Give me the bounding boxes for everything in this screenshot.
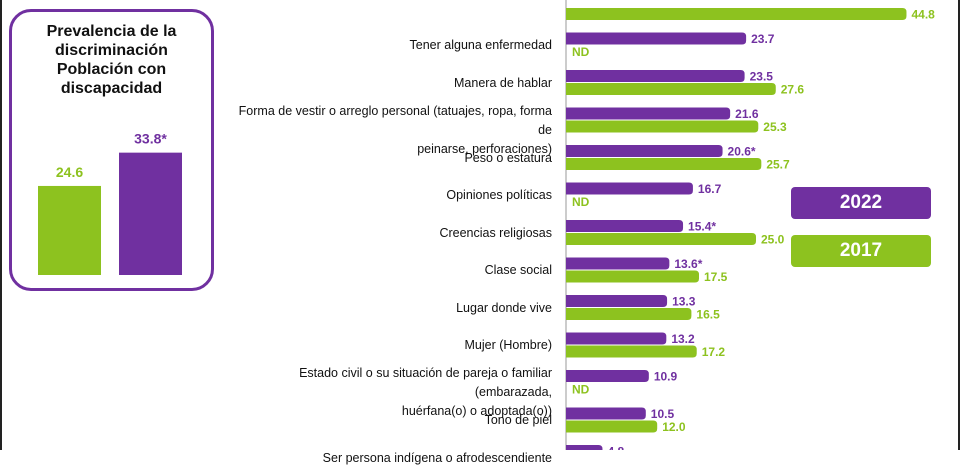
bar-2022-4 [566,145,723,157]
category-label-line: Tener alguna enfermedad [409,38,552,52]
category-label-line: Opiniones políticas [446,188,552,202]
value-label-2022-3: 21.6 [735,107,759,121]
bar-2022-9 [566,332,667,345]
category-label: Forma de vestir o arreglo personal (tatu… [222,102,552,159]
inset-value-label-2022: 33.8* [134,131,167,147]
category-label-line: Peso o estatura [464,150,552,165]
category-label-line: huérfana(o) o adoptada(o)) [401,404,552,418]
category-label: Lugar donde vive [222,299,552,318]
bar-2017-7 [566,270,699,283]
category-label: Tono de piel [222,411,552,430]
value-label-2017-2: 27.6 [781,83,805,97]
discrimination-bar-chart: 44.8 23.7 ND 23.5 27.6 21.6 25.3 20.6* 25.7 16.7 N… [565,0,935,451]
value-label-2022-1: 23.7 [751,32,775,46]
value-label-2017-9: 17.2 [702,345,726,359]
inset-title-line-4: discapacidad [60,80,163,97]
value-label-2017-11: 12.0 [662,420,686,434]
inset-bar-2022 [119,152,182,275]
category-label-line: Manera de hablar [454,75,552,90]
inset-title-line-2: discriminación [55,42,168,59]
bar-2017-8 [566,308,692,320]
bar-2017-4 [566,158,762,170]
nd-label-2017-5: ND [572,195,590,209]
legend-2022-label: 2022 [839,192,883,213]
value-label-2022-10: 10.9 [654,370,678,384]
value-label-2022-12: 4.8 [607,445,624,451]
category-label-line: Forma de vestir o arreglo personal (tatu… [238,103,552,137]
inset-title: Prevalencia de la discriminación Poblaci… [12,22,211,98]
category-label-line: peinarse, perforaciones) [417,141,552,156]
legend-2017: 2017 [791,235,931,267]
inset-bar-chart: 24.6 33.8* [38,131,182,275]
bar-2022-7 [566,257,670,270]
category-label-line: Lugar donde vive [456,300,552,315]
value-label-2022-5: 16.7 [698,182,722,196]
inset-bar-2017 [38,185,101,275]
bar-2022-11 [566,407,646,420]
bar-2017-2 [566,83,776,95]
value-label-2022-6: 15.4* [688,220,716,234]
bar-2017-3 [566,120,759,133]
legend-2017-label: 2017 [839,240,883,261]
category-label-line: Clase social [484,263,552,277]
category-label-line: Creencias religiosas [439,225,552,240]
value-label-2017-7: 17.5 [704,270,728,284]
value-label-2022-9: 13.2 [671,332,695,346]
bar-2022-6 [566,220,684,232]
right-frame-line [958,0,960,450]
value-label-2017-4: 25.7 [766,158,790,172]
category-label-line: Mujer (Hombre) [464,338,552,352]
inset-value-label-2017: 24.6 [56,164,83,180]
left-frame-line [0,0,2,450]
bar-2022-3 [566,107,731,120]
category-label-line: Ser persona indígena o afrodescendiente [322,450,552,465]
inset-title-line-1: Prevalencia de la [46,23,177,40]
nd-label-2017-1: ND [572,45,590,59]
nd-label-2017-10: ND [572,383,590,397]
bar-2022-8 [566,295,668,307]
prevalence-inset-panel: Prevalencia de la discriminación Poblaci… [9,9,214,291]
category-label-line: Estado civil o su situación de pareja o … [299,366,552,399]
value-label-2017-8: 16.5 [696,308,720,322]
bar-2017-6 [566,233,756,245]
category-label: Ser persona indígena o afrodescendiente [222,449,552,468]
category-label: Tener alguna enfermedad [222,36,552,55]
value-label-2022-2: 23.5 [750,70,774,84]
category-label: Mujer (Hombre) [222,336,552,355]
bar-2017-11 [566,420,658,433]
category-label: Manera de hablar [222,74,552,93]
bar-2022-12 [566,445,603,450]
bar-2022-5 [566,182,693,195]
value-label-2017-6: 25.0 [761,233,785,247]
category-label: Clase social [222,261,552,280]
value-label-2022-11: 10.5 [651,407,675,421]
category-label: Opiniones políticas [222,186,552,205]
value-label-2017-0: 44.8 [911,8,935,22]
value-label-2017-3: 25.3 [763,120,787,134]
bar-2022-10 [566,370,649,382]
legend-2022: 2022 [791,187,931,219]
value-label-2022-7: 13.6* [674,257,702,271]
category-label-line: Tono de piel [484,413,552,427]
bar-2017-0 [566,8,907,20]
category-label: Estado civil o su situación de pareja o … [222,364,552,421]
category-label: Peso o estatura [222,149,552,168]
value-label-2022-8: 13.3 [672,295,696,309]
bar-2022-1 [566,32,747,45]
value-label-2022-4: 20.6* [728,145,756,159]
category-label: Creencias religiosas [222,224,552,243]
bar-2017-9 [566,345,697,358]
bar-2022-2 [566,70,745,82]
inset-title-line-3: Población con [56,61,167,78]
